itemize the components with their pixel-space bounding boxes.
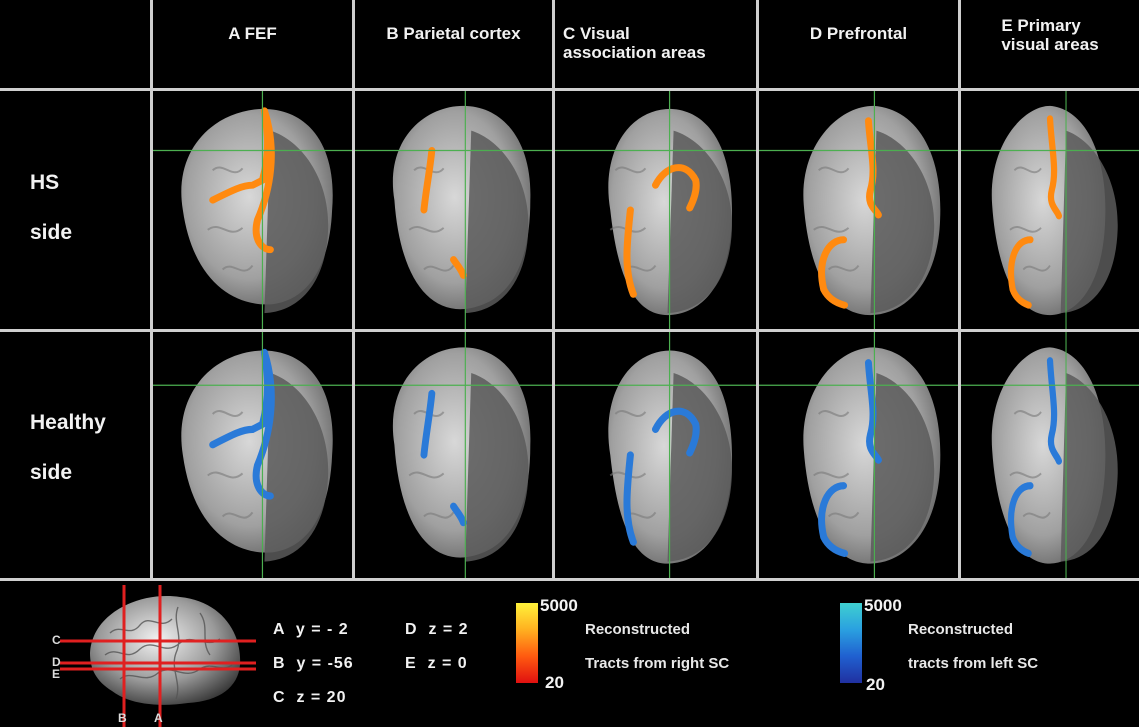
brain-mri-image bbox=[759, 332, 958, 578]
brain-mri-image bbox=[759, 91, 958, 329]
slice-label-b: B bbox=[118, 711, 127, 725]
slice-label-d: D bbox=[52, 655, 61, 669]
colorbar-right-sc bbox=[516, 603, 538, 683]
column-header-c: C Visual association areas bbox=[555, 0, 756, 88]
grid-line bbox=[552, 0, 555, 581]
coord-b: B y = -56 bbox=[273, 655, 354, 672]
brain-mri-image bbox=[555, 91, 756, 329]
row-header-label: side bbox=[30, 461, 73, 484]
grid-line bbox=[150, 0, 153, 581]
brain-mri-image bbox=[961, 91, 1139, 329]
slice-label-a: A bbox=[154, 711, 163, 725]
grid-line bbox=[352, 0, 355, 581]
coord-d: D z = 2 bbox=[405, 621, 469, 638]
brain-mri-image bbox=[355, 91, 552, 329]
colorbar-left-min: 20 bbox=[866, 675, 885, 694]
grid-line bbox=[0, 578, 1139, 581]
brain-mri-image bbox=[153, 91, 352, 329]
row-header-label: side bbox=[30, 221, 73, 244]
column-header-label: C Visual bbox=[563, 24, 630, 43]
row-header-label: HS bbox=[30, 171, 60, 194]
column-header-label: association areas bbox=[563, 43, 706, 62]
brain-mri-image bbox=[153, 332, 352, 578]
column-header-label: E Primary bbox=[1001, 16, 1081, 35]
legend-right-text-2: Tracts from right SC bbox=[585, 655, 730, 672]
slice-label-e: E bbox=[52, 667, 61, 681]
brain-mri-image bbox=[355, 332, 552, 578]
colorbar-right-max: 5000 bbox=[540, 596, 578, 615]
grid-line bbox=[0, 88, 1139, 91]
grid-line bbox=[958, 0, 961, 581]
slice-label-c: C bbox=[52, 633, 61, 647]
coord-e: E z = 0 bbox=[405, 655, 468, 672]
colorbar-right-min: 20 bbox=[545, 673, 564, 692]
row-header-healthy: Healthy side bbox=[30, 398, 106, 498]
brain-3d-icon bbox=[60, 585, 256, 727]
row-header-label: Healthy bbox=[30, 411, 106, 434]
column-header-a: A FEF bbox=[153, 0, 352, 88]
legend-left-text-2: tracts from left SC bbox=[908, 655, 1039, 672]
row-header-hs: HS side bbox=[30, 158, 72, 258]
brain-mri-image bbox=[961, 332, 1139, 578]
coord-a: A y = - 2 bbox=[273, 621, 349, 638]
colorbar-left-max: 5000 bbox=[864, 596, 902, 615]
legend-right-text-1: Reconstructed bbox=[585, 621, 691, 638]
grid-line bbox=[0, 329, 1139, 332]
brain-mri-image bbox=[555, 332, 756, 578]
coord-c: C z = 20 bbox=[273, 689, 347, 706]
grid-line bbox=[756, 0, 759, 581]
column-header-e: E Primary visual areas bbox=[961, 0, 1139, 88]
legend-panel: C D E B A A y = - 2 B y = -56 C z = 20 D… bbox=[0, 583, 1139, 727]
column-header-d: D Prefrontal bbox=[759, 0, 958, 88]
colorbar-left-sc bbox=[840, 603, 862, 683]
column-header-label: D Prefrontal bbox=[809, 24, 908, 43]
column-header-label: A FEF bbox=[228, 24, 277, 43]
column-header-label: B Parietal cortex bbox=[386, 24, 521, 43]
column-header-label: visual areas bbox=[1001, 35, 1099, 54]
column-header-b: B Parietal cortex bbox=[355, 0, 552, 88]
legend-left-text-1: Reconstructed bbox=[908, 621, 1014, 638]
